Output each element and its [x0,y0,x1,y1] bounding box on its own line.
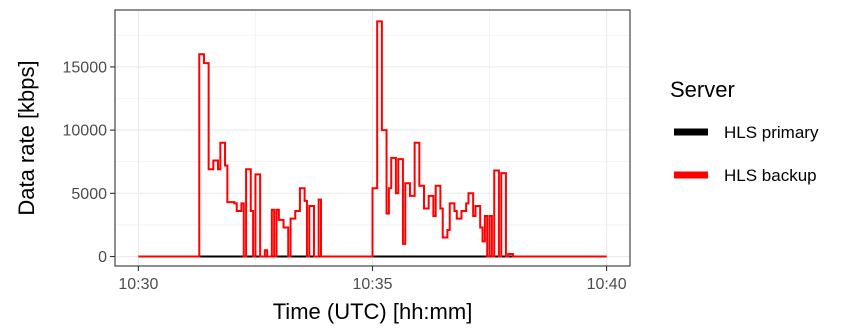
x-tick-label: 10:35 [352,276,392,293]
x-axis: 10:30 10:35 10:40 [118,266,627,293]
x-axis-title: Time (UTC) [hh:mm] [273,299,473,324]
x-tick-label: 10:30 [118,276,158,293]
plot-panel [114,9,631,267]
legend-label-hls-backup: HLS backup [724,166,817,185]
y-tick-label: 15000 [63,59,108,76]
y-axis: 0 5000 10000 15000 [63,59,115,266]
x-tick-label: 10:40 [587,276,627,293]
y-tick-label: 10000 [63,123,108,140]
y-tick-label: 5000 [71,186,107,203]
legend-key-hls-backup [674,171,708,179]
y-tick-label: 0 [98,249,107,266]
legend-key-hls-primary [674,128,708,136]
legend: Server HLS primary HLS backup [670,77,819,185]
series-line-hls-backup [138,20,607,258]
legend-title: Server [670,77,735,102]
y-axis-title: Data rate [kbps] [14,60,39,215]
series-layer [138,20,607,258]
legend-label-hls-primary: HLS primary [724,123,819,142]
